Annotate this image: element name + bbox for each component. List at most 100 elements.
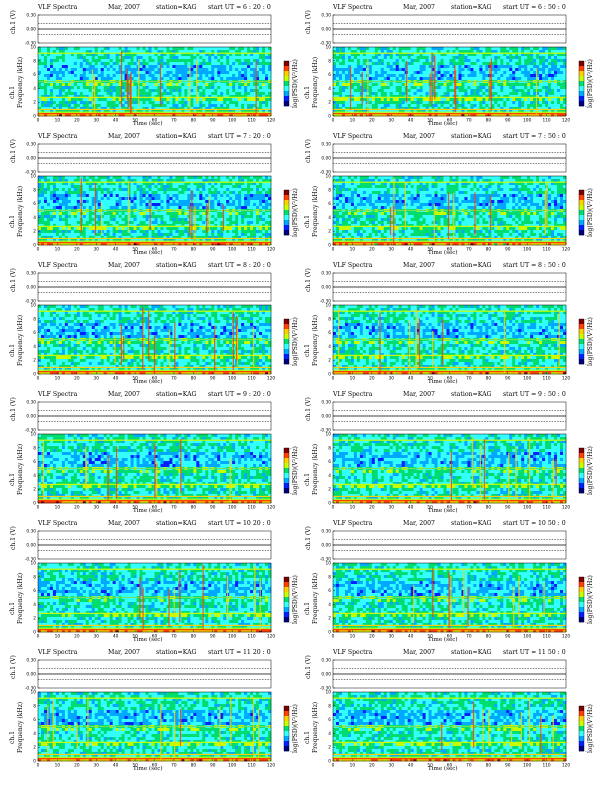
- spectrogram-cell: [127, 218, 131, 222]
- spectrogram-cell: [154, 62, 158, 66]
- spectrogram-cell: [473, 77, 477, 81]
- spectrogram-cell: [338, 89, 343, 93]
- spectrogram-cell: [91, 62, 96, 66]
- spectrogram-cell: [184, 107, 188, 111]
- spectrogram-cell: [106, 107, 110, 111]
- spectrogram-cell: [560, 113, 564, 117]
- colorbar-segment: [284, 81, 289, 87]
- spectrogram-cell: [497, 92, 501, 96]
- spectrogram-cell: [464, 86, 468, 90]
- spectrogram-cell: [497, 53, 501, 57]
- spectrogram-cell: [476, 101, 480, 105]
- spectrogram-cell: [398, 77, 403, 81]
- spectrogram-cell: [97, 179, 102, 183]
- spectrogram-cell: [250, 191, 254, 195]
- spectrogram-cell: [223, 194, 227, 198]
- spectrogram-cell: [43, 215, 48, 219]
- spectrogram-cell: [389, 74, 394, 78]
- spectrogram-cell: [548, 65, 552, 69]
- spectrogram-cell: [262, 68, 266, 72]
- spectrogram-cell: [386, 77, 391, 81]
- spectrogram-cell: [211, 86, 215, 90]
- spectrogram-cell: [515, 65, 519, 69]
- spectrogram-cell: [398, 65, 403, 69]
- spectrogram-cell: [431, 53, 435, 57]
- spectrogram-cell: [241, 206, 245, 210]
- spectrogram-cell: [184, 191, 188, 195]
- spectrogram-cell: [70, 191, 75, 195]
- spectrogram-cell: [112, 101, 116, 105]
- spectrogram-cell: [61, 197, 66, 201]
- spectrogram-cell: [353, 47, 358, 51]
- spectrogram-cell: [106, 95, 110, 99]
- spectrogram-cell: [377, 56, 382, 60]
- spectrogram-cell: [124, 218, 128, 222]
- spectrogram-cell: [238, 53, 242, 57]
- spectrogram-cell: [106, 98, 110, 102]
- spectrogram-cell: [509, 98, 513, 102]
- spectrogram-cell: [268, 176, 272, 180]
- spectrogram-cell: [500, 47, 504, 51]
- spectrogram-cell: [386, 68, 391, 72]
- spectrogram-cell: [377, 68, 382, 72]
- spectrogram-cell: [241, 104, 245, 108]
- spectrogram-cell: [530, 98, 534, 102]
- spectrogram-cell: [43, 101, 48, 105]
- spectrogram-cell: [103, 182, 108, 186]
- spectrogram-cell: [500, 59, 504, 63]
- spectrogram-cell: [476, 95, 480, 99]
- spectrogram-cell: [178, 212, 182, 216]
- spectrogram-cell: [109, 77, 113, 81]
- spectrogram-cell: [124, 59, 128, 63]
- spectrogram-cell: [38, 212, 42, 216]
- spectrogram-cell: [85, 83, 90, 87]
- spectrogram-cell: [259, 197, 263, 201]
- spectrogram-cell: [211, 98, 215, 102]
- spectrogram-cell: [452, 86, 456, 90]
- spectrogram-cell: [476, 53, 480, 57]
- spectrogram-cell: [220, 179, 224, 183]
- spectrogram-cell: [232, 182, 236, 186]
- spectrogram-cell: [38, 101, 42, 105]
- spectrogram-cell: [494, 77, 498, 81]
- spectrogram-cell: [76, 179, 81, 183]
- spectrogram-cell: [244, 98, 248, 102]
- colorbar-segment: [579, 66, 584, 72]
- spectrogram-cell: [136, 47, 140, 51]
- spectrogram-cell: [262, 203, 266, 207]
- spectrogram-cell: [244, 92, 248, 96]
- spectrogram-cell: [184, 218, 188, 222]
- spectrogram-cell: [536, 86, 540, 90]
- spectrogram-cell: [61, 65, 66, 69]
- spectrogram-cell: [416, 92, 420, 96]
- spectrogram-cell: [554, 56, 558, 60]
- spectrogram-cell: [169, 206, 173, 210]
- spectrogram-cell: [425, 83, 429, 87]
- spectrogram-cell: [181, 98, 185, 102]
- spectrogram-cell: [82, 200, 87, 204]
- spectrogram-cell: [112, 197, 116, 201]
- spectrogram-cell: [202, 113, 206, 117]
- spectrogram-cell: [229, 74, 233, 78]
- spectrogram-cell: [115, 74, 119, 78]
- spectrogram-cell: [190, 77, 194, 81]
- spectrogram-cell: [416, 77, 420, 81]
- spectrogram-cell: [73, 92, 78, 96]
- spectrogram-cell: [46, 83, 51, 87]
- spectrogram-cell: [103, 74, 108, 78]
- spectrogram-cell: [145, 95, 149, 99]
- spectrogram-cell: [58, 200, 63, 204]
- spectrogram-cell: [479, 62, 483, 66]
- spectrogram-cell: [398, 95, 403, 99]
- spectrogram-cell: [208, 77, 212, 81]
- spectrogram-cell: [88, 86, 93, 90]
- spectrogram-cell: [244, 197, 248, 201]
- spectrogram-cell: [214, 179, 218, 183]
- spectrogram-cell: [410, 83, 414, 87]
- spectrogram-cell: [518, 53, 522, 57]
- spectrogram-cell: [494, 83, 498, 87]
- spectrogram-cell: [356, 74, 361, 78]
- spectrogram-cell: [46, 107, 51, 111]
- spectrogram-cell: [166, 194, 170, 198]
- spectrogram-cell: [350, 92, 355, 96]
